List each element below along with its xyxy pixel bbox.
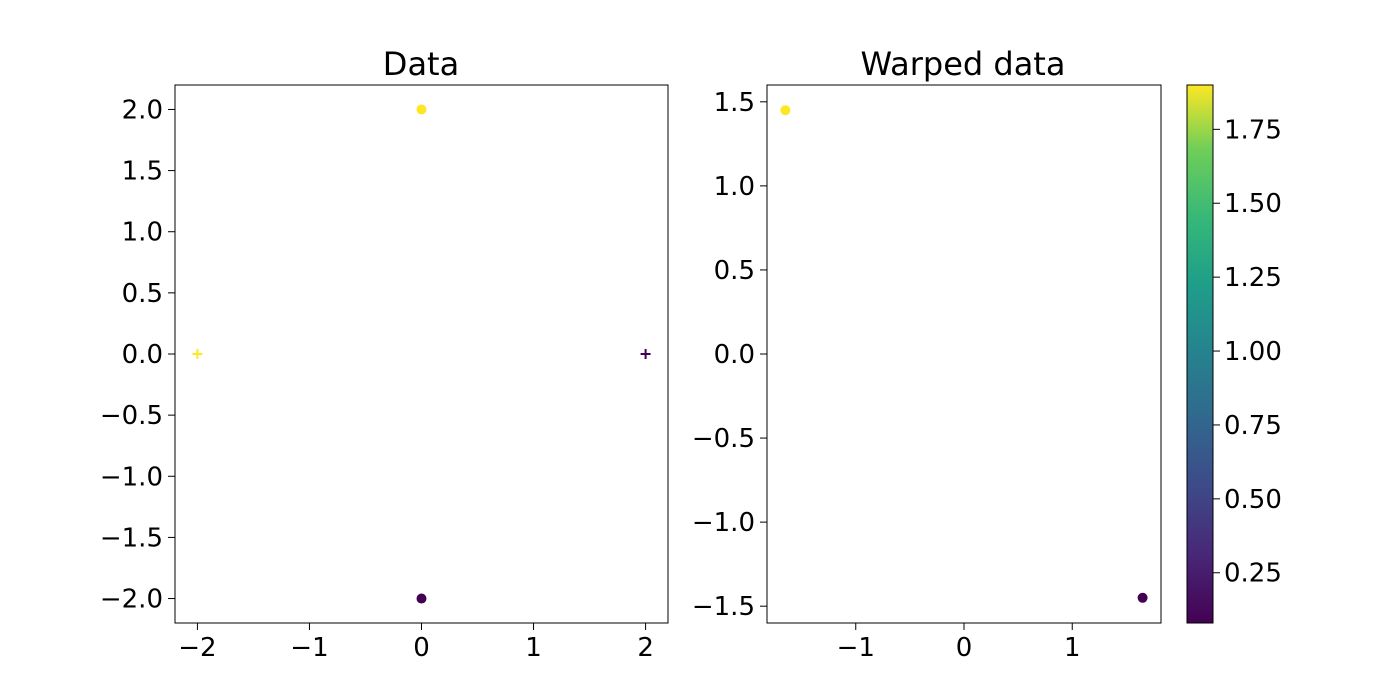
right-y-tick-label: −0.5 [692, 424, 755, 454]
left-x-tick-label: 1 [525, 633, 542, 663]
left-y-tick-label: −2.0 [100, 585, 163, 615]
colorbar-tick-label: 1.75 [1224, 115, 1282, 145]
colorbar-tick-label: 0.25 [1224, 559, 1282, 589]
colorbar-tick-label: 1.50 [1224, 189, 1282, 219]
colorbar-gradient [1186, 84, 1214, 624]
left-y-tick-label: −1.5 [100, 523, 163, 553]
left-x-tick-label: 2 [637, 633, 654, 663]
left-y-tick-label: −0.5 [100, 401, 163, 431]
left-y-tick-label: 0.0 [122, 340, 163, 370]
right-axes: Warped data −1 0 1 1.5 1.0 0.5 0.0 −0.5 −1.0 −1.… [692, 45, 1162, 663]
left-plot-frame [174, 84, 669, 624]
right-y-tick-label: −1.0 [692, 508, 755, 538]
left-y-tick-label: 2.0 [122, 95, 163, 125]
colorbar-tick-label: 1.00 [1224, 337, 1282, 367]
right-plot-frame [766, 84, 1162, 624]
right-chart-title: Warped data [861, 45, 1066, 83]
left-plus-point [640, 349, 651, 359]
left-y-ticks: 2.0 1.5 1.0 0.5 0.0 −0.5 −1.0 −1.5 −2.0 [100, 95, 175, 615]
right-x-tick-label: 1 [1064, 633, 1081, 663]
left-y-tick-label: 0.5 [122, 279, 163, 309]
left-x-tick-label: −2 [178, 633, 216, 663]
colorbar-tick-label: 0.75 [1224, 411, 1282, 441]
right-x-ticks: −1 0 1 [837, 623, 1081, 663]
colorbar-ticks: 1.75 1.50 1.25 1.00 0.75 0.50 0.25 [1213, 115, 1282, 589]
left-x-tick-label: −1 [290, 633, 328, 663]
right-x-tick-label: −1 [837, 633, 875, 663]
left-y-tick-label: 1.0 [122, 218, 163, 248]
right-y-ticks: 1.5 1.0 0.5 0.0 −0.5 −1.0 −1.5 [692, 88, 767, 622]
right-points [780, 105, 1148, 603]
right-y-tick-label: −1.5 [692, 592, 755, 622]
left-x-tick-label: 0 [413, 633, 430, 663]
colorbar-tick-label: 0.50 [1224, 485, 1282, 515]
left-y-tick-label: 1.5 [122, 157, 163, 187]
right-y-tick-label: 1.5 [714, 88, 755, 118]
right-y-tick-label: 1.0 [714, 172, 755, 202]
left-chart-title: Data [383, 45, 459, 83]
colorbar-tick-label: 1.25 [1224, 263, 1282, 293]
right-circle-point [780, 105, 791, 116]
right-x-tick-label: 0 [956, 633, 973, 663]
colorbar: 1.75 1.50 1.25 1.00 0.75 0.50 0.25 [1186, 84, 1282, 624]
left-x-ticks: −2 −1 0 1 2 [178, 623, 654, 663]
left-axes: Data −2 −1 0 1 2 2.0 1.5 1.0 0.5 0.0 −0.5 −1.0 −1.5… [100, 45, 669, 663]
left-plus-point [192, 349, 203, 359]
left-circle-point [416, 104, 427, 115]
right-y-tick-label: 0.0 [714, 340, 755, 370]
left-y-tick-label: −1.0 [100, 462, 163, 492]
left-circle-point [416, 593, 427, 604]
left-points [192, 104, 651, 604]
right-circle-point [1137, 592, 1148, 603]
right-y-tick-label: 0.5 [714, 256, 755, 286]
